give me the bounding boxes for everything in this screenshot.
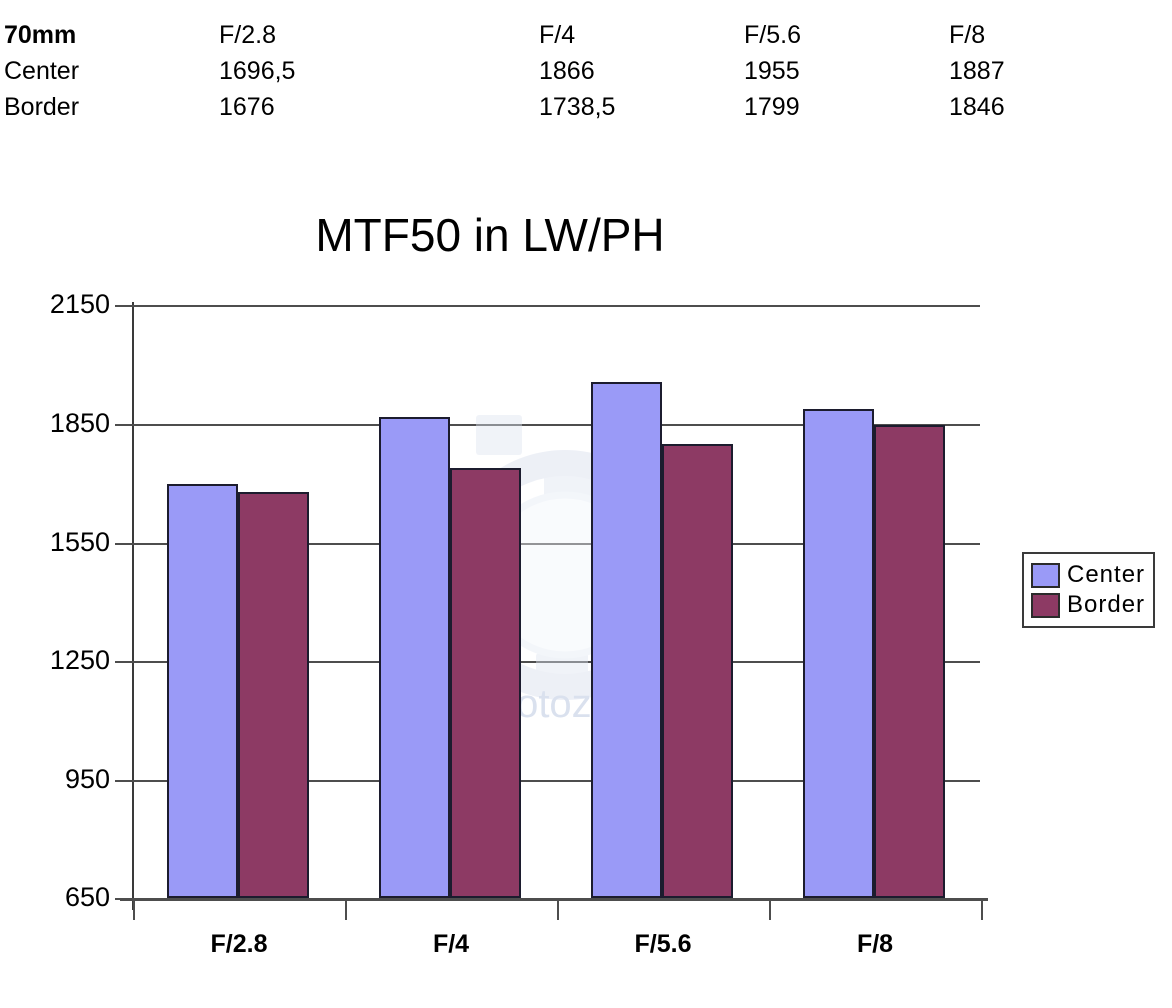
x-tick-1 xyxy=(345,898,347,920)
table-cell: F/2.8 xyxy=(219,21,276,49)
table-cell: 1696,5 xyxy=(219,57,296,85)
y-tick-2150 xyxy=(115,305,134,307)
y-tick-label-1250: 1250 xyxy=(49,645,110,675)
y-axis-line xyxy=(132,302,134,910)
y-tick-label-2150: 2150 xyxy=(49,289,110,319)
table-row: Border 1676 1738,5 1799 1846 xyxy=(0,90,1100,126)
table-row: 70mm F/2.8 F/4 F/5.6 F/8 xyxy=(0,18,1100,54)
x-tick-3 xyxy=(769,898,771,920)
bar-border-f-8 xyxy=(874,425,945,898)
gridline-1850 xyxy=(132,424,980,426)
mtf50-bar-chart: MTF50 in LW/PH photozone 2150 1850 1550 … xyxy=(0,190,1172,1008)
x-tick-label-f2-8: F/2.8 xyxy=(210,930,268,958)
gridline-950 xyxy=(132,780,980,782)
gridline-1250 xyxy=(132,661,980,663)
table-cell: 1887 xyxy=(949,57,1005,85)
row-label: Center xyxy=(4,57,80,85)
bar-border-f-5-6 xyxy=(662,443,733,898)
table-row: Center 1696,5 1866 1955 1887 xyxy=(0,54,1100,90)
bar-border-f-4 xyxy=(450,467,521,898)
table-cell: F/5.6 xyxy=(744,21,801,49)
bar-center-f-8 xyxy=(803,408,874,898)
table-cell: 1676 xyxy=(219,93,275,121)
y-tick-label-650: 650 xyxy=(64,882,110,912)
chart-title: MTF50 in LW/PH xyxy=(315,209,665,261)
x-tick-2 xyxy=(557,898,559,920)
table-cell: 1846 xyxy=(949,93,1005,121)
legend-item-border[interactable]: Border xyxy=(1031,590,1145,620)
y-tick-950 xyxy=(115,780,134,782)
legend-swatch-border xyxy=(1031,592,1060,618)
legend-label-border: Border xyxy=(1067,591,1146,618)
bar-center-f-5-6 xyxy=(591,382,662,898)
bar-border-f-2-8 xyxy=(238,492,309,898)
y-tick-label-950: 950 xyxy=(64,764,110,794)
x-tick-label-f4: F/4 xyxy=(432,930,470,958)
row-label: Border xyxy=(4,93,80,121)
x-axis-line xyxy=(120,898,988,901)
chart-legend: Center Border xyxy=(1022,552,1156,628)
y-tick-650 xyxy=(115,898,134,900)
table-cell: 1866 xyxy=(539,57,595,85)
table-cell: 1738,5 xyxy=(539,93,616,121)
table-cell: F/4 xyxy=(539,21,576,49)
y-tick-label-1850: 1850 xyxy=(49,408,110,438)
y-tick-1850 xyxy=(115,424,134,426)
table-cell: 1955 xyxy=(744,57,800,85)
x-tick-label-f8: F/8 xyxy=(856,930,894,958)
x-tick-4 xyxy=(981,898,983,920)
legend-item-center[interactable]: Center xyxy=(1031,560,1145,590)
gridline-2150 xyxy=(132,305,980,307)
y-tick-1250 xyxy=(115,661,134,663)
bar-center-f-4 xyxy=(379,417,450,898)
table-cell: F/8 xyxy=(949,21,986,49)
aperture-data-table: 70mm F/2.8 F/4 F/5.6 F/8 Center 1696,5 1… xyxy=(0,18,1100,126)
x-tick-0 xyxy=(133,898,135,920)
gridline-1550 xyxy=(132,543,980,545)
y-tick-1550 xyxy=(115,543,134,545)
table-cell: 1799 xyxy=(744,93,800,121)
legend-label-center: Center xyxy=(1067,561,1146,588)
x-tick-label-f5-6: F/5.6 xyxy=(634,930,692,958)
y-tick-label-1550: 1550 xyxy=(49,527,110,557)
table-body: 70mm F/2.8 F/4 F/5.6 F/8 Center 1696,5 1… xyxy=(0,18,1100,126)
bar-center-f-2-8 xyxy=(167,484,238,898)
legend-swatch-center xyxy=(1031,562,1060,588)
row-label: 70mm xyxy=(4,21,77,49)
